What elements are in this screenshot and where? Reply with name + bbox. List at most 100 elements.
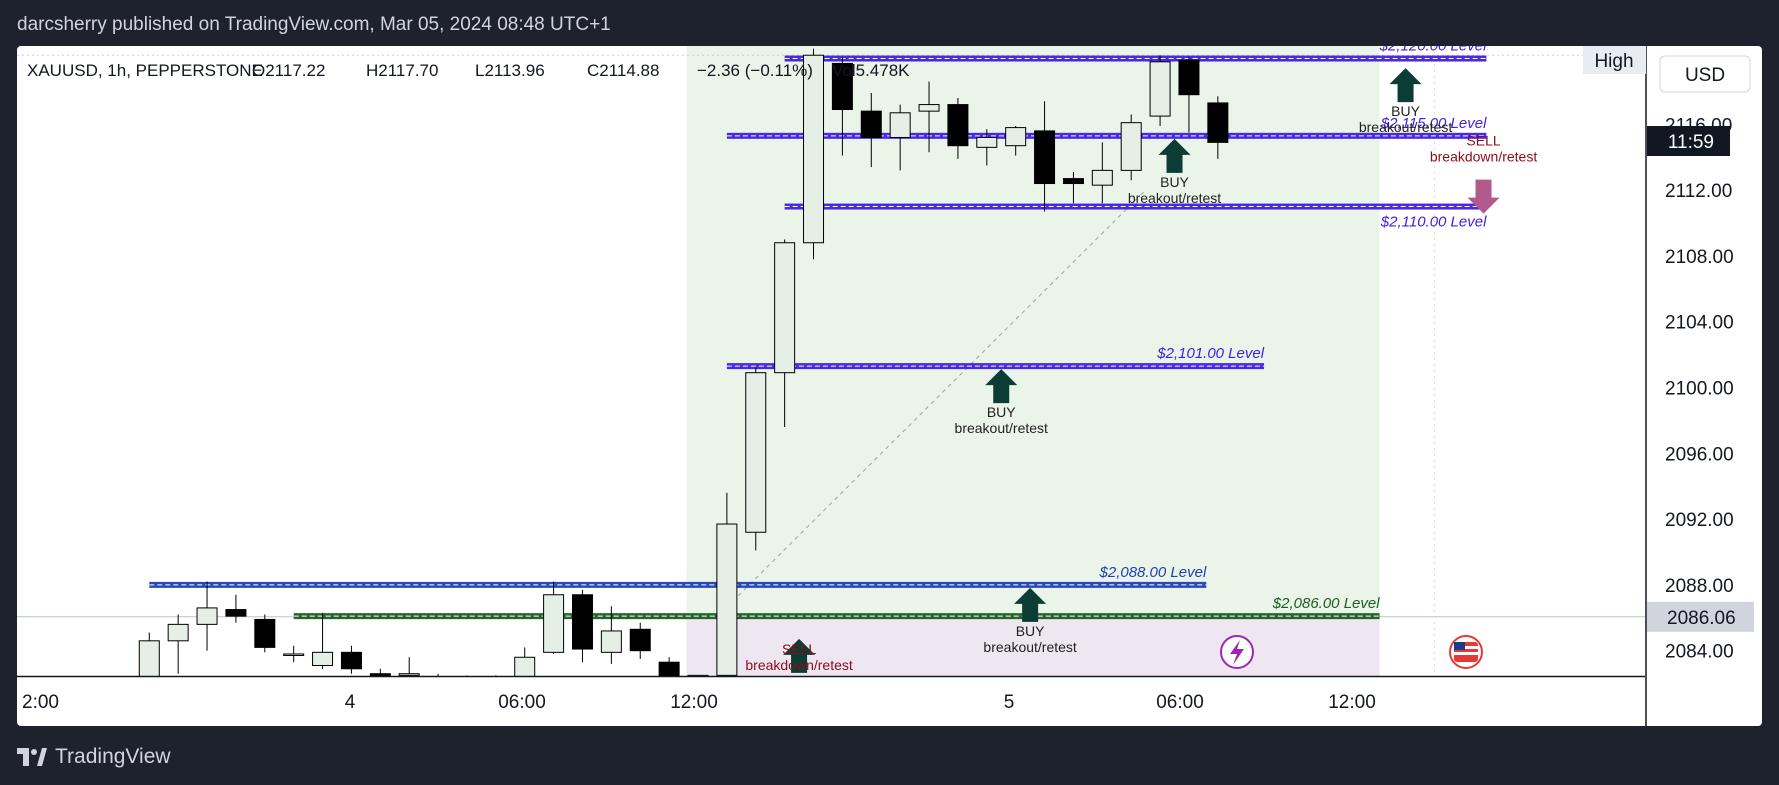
sell-arrow-icon: [1467, 179, 1500, 214]
time-axis[interactable]: 2:00 4 06:00 12:00 5 06:00 12:00: [22, 692, 1376, 713]
candle-body: [457, 679, 477, 681]
level-2088[interactable]: $2,088.00 Level: [149, 564, 1207, 588]
earnings-event-icon[interactable]: [1220, 635, 1254, 669]
currency-button[interactable]: [1659, 55, 1751, 93]
bullish-candle[interactable]: [1120, 114, 1142, 181]
signal-sublabel: breakout/retest: [1359, 119, 1452, 135]
price-axis[interactable]: USD 2084.00 2088.00 2092.00 2096.00 2100.00 21…: [1647, 55, 1754, 663]
bullish-candle[interactable]: [167, 614, 189, 674]
level-label: $2,110.00 Level: [1380, 214, 1487, 231]
level-2115.3[interactable]: $2,115.00 Level: [726, 115, 1487, 139]
bearish-candle[interactable]: [831, 56, 853, 156]
price-tick-label: 2092.00: [1665, 510, 1734, 531]
candle-body: [514, 656, 536, 676]
candle-body: [976, 136, 998, 148]
bearish-candle[interactable]: [658, 657, 680, 680]
brand-name: TradingView: [55, 744, 171, 768]
candle-body: [283, 653, 305, 656]
high-tag[interactable]: High: [1583, 46, 1646, 74]
candle-body: [225, 609, 247, 617]
bullish-candle[interactable]: [774, 239, 796, 427]
legend-volume: Vol5.478K: [832, 61, 910, 80]
time-tick-label: 12:00: [670, 692, 718, 713]
bullish-candle[interactable]: [600, 606, 622, 664]
bearish-candle[interactable]: [1207, 96, 1229, 159]
us-flag-event-icon[interactable]: [1449, 635, 1483, 669]
price-chart[interactable]: $2,120.00 Level $2,115.00 Level $2,110.00 …: [17, 46, 1762, 726]
level-label: $2,101.00 Level: [1156, 345, 1264, 362]
bullish-candle[interactable]: [687, 674, 709, 683]
bullish-candle[interactable]: [745, 367, 767, 551]
bearish-candle[interactable]: [1062, 172, 1084, 204]
bullish-candle[interactable]: [803, 48, 825, 260]
buy-arrow-icon: [783, 638, 816, 673]
signal-sublabel: breakdown/retest: [1430, 149, 1538, 165]
level-2120[interactable]: $2,120.00 Level: [784, 46, 1487, 62]
time-tick-label: 06:00: [1156, 692, 1204, 713]
bullish-candle[interactable]: [1091, 142, 1113, 204]
bearish-candle[interactable]: [1034, 101, 1056, 212]
bullish-candle[interactable]: [889, 104, 911, 171]
bearish-candle[interactable]: [860, 93, 882, 168]
bearish-candle[interactable]: [369, 668, 391, 679]
signal-sublabel: breakdown/retest: [745, 657, 853, 673]
candle-body: [571, 594, 593, 650]
candle-body: [687, 674, 709, 676]
bullish-candle[interactable]: [1149, 55, 1171, 126]
bearish-candle[interactable]: [428, 673, 448, 682]
bullish-candle[interactable]: [543, 581, 565, 654]
buy-signal[interactable]: BUY: [783, 638, 816, 690]
legend-close: C2114.88: [587, 61, 659, 80]
candle-body: [1149, 61, 1171, 117]
bearish-candle[interactable]: [629, 622, 651, 659]
bullish-candle[interactable]: [398, 657, 420, 680]
bullish-candle[interactable]: [514, 647, 536, 680]
signal-sublabel: breakout/retest: [1128, 190, 1221, 206]
candle-body: [543, 594, 565, 653]
level-label: $2,086.00 Level: [1272, 595, 1380, 612]
bullish-candle[interactable]: [138, 632, 160, 684]
level-band: [784, 203, 1487, 210]
bearish-candle[interactable]: [1178, 56, 1200, 133]
flag-stripe: [1454, 652, 1478, 655]
level-2111[interactable]: $2,110.00 Level: [784, 203, 1487, 231]
candle-body: [486, 679, 506, 681]
buy-arrow-icon: [985, 369, 1018, 404]
candle-body: [716, 523, 738, 676]
candle-body: [340, 651, 362, 670]
bullish-candle[interactable]: [716, 492, 738, 681]
bullish-candle[interactable]: [196, 581, 218, 651]
level-2101.3[interactable]: $2,101.00 Level: [726, 345, 1265, 370]
candle-body: [167, 623, 189, 642]
chart-panel[interactable]: $2,120.00 Level $2,115.00 Level $2,110.00 …: [17, 46, 1762, 726]
bullish-candle[interactable]: [283, 645, 305, 663]
bearish-candle[interactable]: [947, 97, 969, 159]
high-tag-label: High: [1594, 51, 1633, 72]
candle-body: [1178, 59, 1200, 96]
bullish-candle[interactable]: [312, 612, 334, 669]
level-2086.1[interactable]: $2,086.00 Level: [293, 595, 1381, 620]
price-tick-label: 2112.00: [1665, 181, 1732, 202]
candle-body: [1120, 122, 1142, 171]
candle-body: [889, 112, 911, 138]
buy-arrow-icon: [1158, 138, 1191, 173]
bullish-candle[interactable]: [1005, 125, 1027, 156]
plot-area[interactable]: $2,120.00 Level $2,115.00 Level $2,110.00 …: [17, 46, 1645, 722]
bullish-candle[interactable]: [918, 81, 940, 153]
bullish-candle[interactable]: [976, 129, 998, 166]
bearish-candle[interactable]: [225, 594, 247, 623]
bearish-candle[interactable]: [571, 589, 593, 663]
bearish-candle[interactable]: [254, 614, 276, 653]
candle-body: [658, 661, 680, 676]
tradingview-logo[interactable]: TradingView: [17, 745, 171, 769]
signal-label: BUY: [1391, 103, 1420, 119]
level-label: $2,120.00 Level: [1379, 46, 1487, 55]
bearish-candle[interactable]: [340, 645, 362, 674]
